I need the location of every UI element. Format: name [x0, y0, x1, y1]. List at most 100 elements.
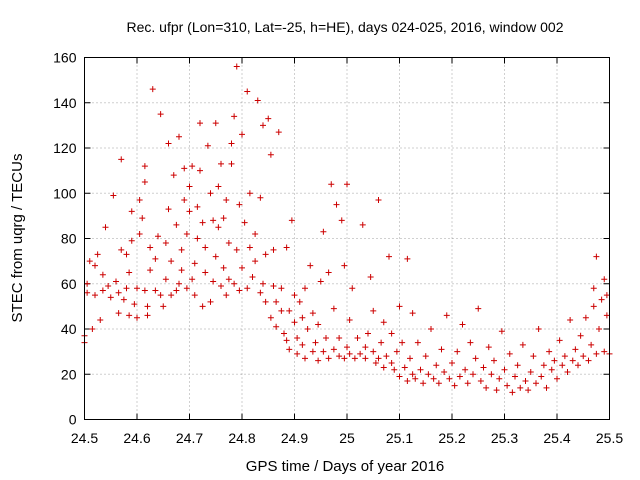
- data-point: [525, 387, 532, 394]
- data-point: [84, 289, 91, 296]
- data-point: [262, 298, 269, 305]
- data-point: [239, 131, 245, 138]
- data-point: [375, 355, 382, 362]
- data-point: [561, 353, 568, 360]
- data-point: [291, 292, 298, 299]
- data-point: [223, 197, 230, 204]
- data-point: [299, 341, 306, 348]
- data-point: [176, 133, 182, 140]
- data-point: [601, 348, 608, 355]
- data-point: [168, 292, 175, 299]
- data-point: [178, 267, 185, 274]
- data-point: [231, 280, 238, 287]
- data-point: [603, 312, 610, 319]
- data-point: [456, 373, 463, 380]
- data-point: [273, 298, 280, 305]
- data-point: [113, 278, 119, 285]
- data-point: [194, 203, 201, 210]
- data-point: [333, 201, 340, 208]
- data-point: [225, 240, 232, 247]
- data-point: [378, 339, 385, 346]
- data-point: [601, 276, 608, 283]
- data-point: [590, 303, 597, 310]
- data-point: [420, 380, 427, 387]
- data-point: [212, 120, 219, 127]
- data-point: [286, 346, 293, 353]
- data-point: [165, 206, 172, 213]
- data-point: [380, 319, 387, 326]
- data-point: [212, 253, 219, 260]
- x-tick-label: 25: [339, 430, 355, 446]
- data-point: [338, 217, 345, 224]
- data-point: [260, 280, 266, 287]
- data-point: [535, 326, 542, 332]
- data-point: [575, 362, 581, 369]
- x-tick-label: 24.5: [71, 430, 98, 446]
- data-point: [228, 160, 235, 167]
- data-point: [554, 375, 560, 382]
- data-point: [181, 165, 188, 172]
- data-point: [257, 289, 264, 296]
- data-point: [477, 378, 484, 385]
- data-point: [283, 337, 290, 344]
- data-point: [336, 335, 343, 342]
- x-tick-label: 24.8: [228, 430, 255, 446]
- data-point: [540, 362, 547, 369]
- data-point: [519, 341, 526, 348]
- data-point: [412, 375, 419, 382]
- data-point: [351, 355, 358, 362]
- data-point: [123, 251, 130, 258]
- data-point: [346, 350, 353, 357]
- data-point: [123, 285, 130, 292]
- data-point: [299, 314, 306, 321]
- data-point: [278, 285, 285, 292]
- data-point: [197, 120, 203, 127]
- data-point: [207, 298, 214, 305]
- data-point: [551, 357, 558, 364]
- data-point: [152, 255, 159, 262]
- data-point: [131, 301, 138, 308]
- data-point: [538, 373, 545, 380]
- data-point: [485, 344, 492, 351]
- grid-lines: [84, 57, 610, 420]
- data-point: [346, 316, 353, 323]
- data-point: [296, 298, 303, 305]
- x-tick-label: 25.1: [386, 430, 413, 446]
- data-point: [323, 335, 329, 342]
- data-point: [141, 163, 148, 170]
- data-point: [147, 267, 154, 274]
- data-point: [388, 359, 395, 366]
- data-point: [191, 292, 198, 299]
- data-point: [320, 228, 327, 235]
- data-point: [315, 357, 322, 364]
- data-point: [498, 328, 505, 335]
- data-point: [504, 382, 511, 389]
- data-point: [422, 353, 429, 360]
- data-point: [330, 305, 337, 312]
- data-point: [128, 208, 135, 215]
- data-point: [401, 364, 408, 371]
- data-point: [210, 278, 217, 285]
- data-point: [336, 353, 343, 360]
- data-point: [533, 380, 539, 387]
- data-point: [236, 287, 243, 294]
- data-point: [359, 221, 366, 228]
- x-tick-label: 24.9: [281, 430, 308, 446]
- data-point: [467, 339, 474, 346]
- data-point: [118, 156, 125, 163]
- y-tick-label: 60: [61, 276, 77, 292]
- data-point: [430, 375, 437, 382]
- data-point: [530, 353, 537, 360]
- data-point: [157, 292, 164, 299]
- data-point: [509, 389, 516, 396]
- data-point: [84, 280, 91, 287]
- data-point: [246, 190, 253, 197]
- data-point: [262, 251, 269, 258]
- data-point: [136, 197, 143, 204]
- data-point: [349, 285, 356, 292]
- data-point: [162, 276, 169, 283]
- data-point: [149, 86, 156, 93]
- data-point: [118, 246, 125, 253]
- data-point: [236, 201, 243, 208]
- data-point: [110, 192, 117, 199]
